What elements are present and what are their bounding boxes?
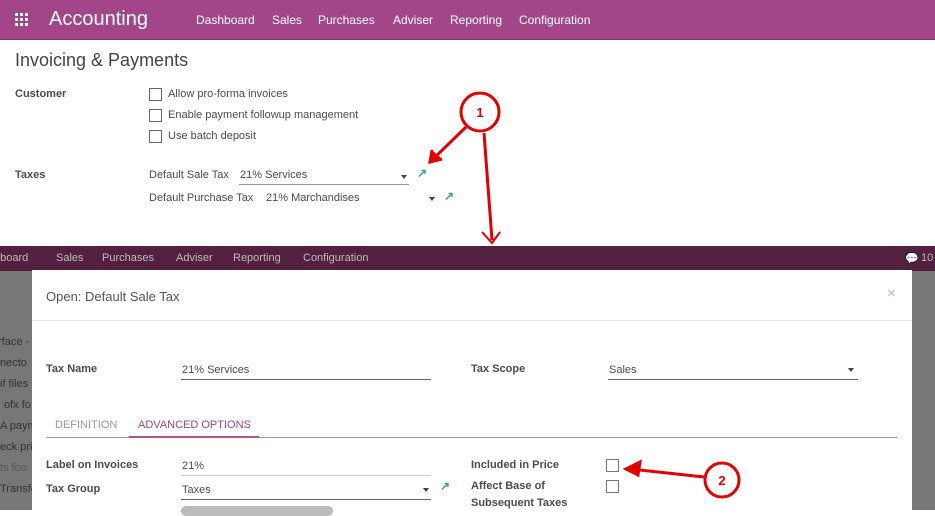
menu-sales[interactable]: Sales (272, 13, 303, 27)
messages-count: 10 (921, 252, 934, 264)
annotation-label-2: 2 (718, 473, 725, 488)
label-on-invoices-input[interactable]: 21% (181, 458, 431, 476)
default-purchase-tax-label: Default Purchase Tax (149, 192, 254, 204)
followup-checkbox[interactable] (149, 109, 162, 122)
external-link-icon[interactable]: ↗ (440, 479, 451, 493)
bg-side-text: if files (0, 378, 29, 390)
tax-scope-select[interactable]: Sales (608, 362, 858, 380)
dialog-header-divider (32, 320, 912, 321)
tax-group-label: Tax Group (46, 483, 101, 495)
messages-icon: 💬 (905, 253, 919, 265)
bg-menu-purchases: Purchases (102, 252, 154, 264)
menu-purchases[interactable]: Purchases (318, 13, 375, 27)
tax-name-label: Tax Name (46, 363, 98, 375)
tabs-divider (46, 437, 897, 438)
dialog-title: Open: Default Sale Tax (46, 289, 180, 304)
batch-deposit-checkbox[interactable] (149, 130, 162, 143)
tax-scope-label: Tax Scope (471, 363, 526, 375)
bg-side-text: ofx fo (4, 399, 31, 411)
tab-advanced-options[interactable]: ADVANCED OPTIONS (138, 419, 251, 431)
active-tab-underline (129, 436, 259, 438)
bg-menu-reporting: Reporting (233, 252, 281, 264)
pro-forma-label: Allow pro-forma invoices (168, 88, 288, 100)
included-in-price-label: Included in Price (471, 459, 560, 471)
close-button[interactable]: × (887, 285, 896, 302)
customer-label: Customer (15, 88, 67, 100)
bg-menu-configuration: Configuration (303, 252, 369, 264)
tax-group-select[interactable]: Taxes (181, 482, 431, 500)
top-navbar: Accounting Dashboard Sales Purchases Adv… (0, 0, 935, 40)
affect-base-checkbox[interactable] (606, 480, 619, 493)
taxes-label: Taxes (15, 169, 46, 181)
bg-menu-dashboard: hboard (0, 252, 29, 264)
apps-grid-icon[interactable] (15, 13, 28, 26)
menu-configuration[interactable]: Configuration (519, 13, 591, 27)
tab-definition[interactable]: DEFINITION (55, 419, 118, 431)
background-navbar: hboard Sales Purchases Adviser Reporting… (0, 246, 935, 271)
default-sale-tax-label: Default Sale Tax (149, 169, 229, 181)
bg-side-text: ts foo (0, 462, 27, 474)
chevron-down-icon (848, 368, 854, 372)
included-in-price-checkbox[interactable] (606, 459, 619, 472)
pro-forma-checkbox[interactable] (149, 88, 162, 101)
external-link-icon[interactable]: ↗ (444, 189, 455, 203)
tax-dialog: Open: Default Sale Tax × Tax Name 21% Se… (32, 270, 912, 516)
menu-reporting[interactable]: Reporting (450, 13, 503, 27)
bg-menu-sales: Sales (56, 252, 84, 264)
bg-side-text: eck pri (0, 441, 33, 453)
chevron-down-icon (429, 197, 435, 201)
page-title: Invoicing & Payments (15, 50, 189, 70)
menu-adviser[interactable]: Adviser (393, 13, 434, 27)
default-purchase-tax-select[interactable]: 21% Marchandises (266, 192, 360, 204)
bg-side-text: Transfe (0, 483, 37, 495)
annotation-1 (428, 91, 501, 245)
bg-side-text: necto (0, 357, 27, 369)
bg-side-text: rface - (0, 336, 30, 348)
bg-menu-adviser: Adviser (176, 252, 213, 264)
app-title: Accounting (49, 8, 148, 30)
affect-base-label-2: Subsequent Taxes (471, 497, 568, 509)
label-on-invoices-label: Label on Invoices (46, 459, 139, 471)
chevron-down-icon (401, 175, 407, 179)
bg-side-text: A paym (0, 420, 37, 432)
followup-label: Enable payment followup management (168, 109, 359, 121)
default-sale-tax-select[interactable]: 21% Services (239, 167, 409, 185)
annotation-label-1: 1 (476, 105, 483, 120)
tax-name-input[interactable]: 21% Services (181, 362, 431, 380)
affect-base-label: Affect Base of (471, 480, 545, 492)
batch-deposit-label: Use batch deposit (168, 130, 257, 142)
menu-dashboard[interactable]: Dashboard (196, 13, 255, 27)
annotation-2 (622, 459, 741, 499)
external-link-icon[interactable]: ↗ (417, 166, 428, 180)
chevron-down-icon (423, 488, 429, 492)
